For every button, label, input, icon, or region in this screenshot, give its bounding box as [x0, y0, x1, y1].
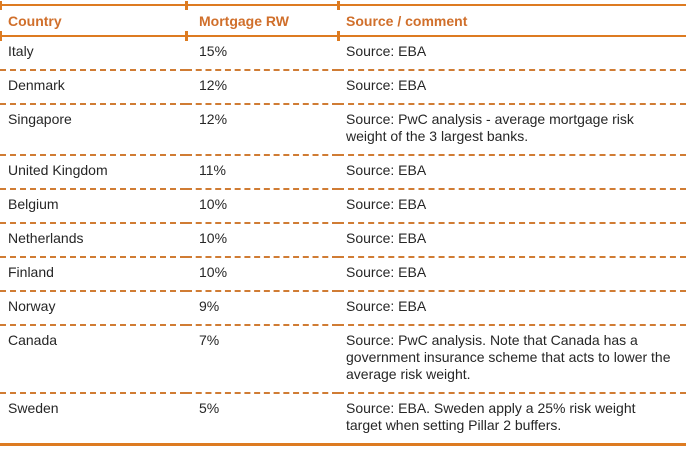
source-cell: Source: EBA — [338, 222, 686, 257]
country-cell: Italy — [8, 43, 34, 59]
mortgage-rw-cell: 15% — [199, 43, 228, 59]
country-cell: Denmark — [0, 69, 186, 104]
source-cell: Source: EBA — [338, 188, 686, 223]
column-boundary-tick — [0, 31, 2, 41]
table-row: Denmark 12% Source: EBA — [0, 69, 686, 104]
mortgage-rw-cell: 5% — [186, 392, 338, 445]
mortgage-rw-cell: 9% — [186, 290, 338, 325]
table-row: Belgium 10% Source: EBA — [0, 188, 686, 223]
column-boundary-tick — [337, 31, 340, 41]
source-cell: Source: PwC analysis. Note that Canada h… — [338, 324, 686, 393]
country-cell: United Kingdom — [0, 154, 186, 189]
table-row: United Kingdom 11% Source: EBA — [0, 154, 686, 189]
mortgage-rw-cell: 11% — [186, 154, 338, 189]
country-cell: Norway — [0, 290, 186, 325]
table-row: Norway 9% Source: EBA — [0, 290, 686, 325]
country-cell: Finland — [0, 256, 186, 291]
source-cell: Source: EBA — [346, 43, 427, 59]
table-row: Canada 7% Source: PwC analysis. Note that … — [0, 324, 686, 393]
column-header-source-comment: Source / comment — [338, 5, 686, 37]
table-row: Netherlands 10% Source: EBA — [0, 222, 686, 257]
header-row: Country Mortgage RW Source / comment — [0, 5, 686, 37]
source-cell: Source: EBA — [338, 290, 686, 325]
mortgage-rw-table: Country Mortgage RW Source / comment Ita… — [0, 4, 686, 446]
mortgage-rw-cell: 12% — [186, 103, 338, 155]
source-cell: Source: PwC analysis - average mortgage … — [338, 103, 686, 155]
column-header-mortgage-rw: Mortgage RW — [186, 5, 338, 37]
column-boundary-tick — [337, 1, 340, 10]
mortgage-rw-cell: 12% — [186, 69, 338, 104]
source-cell: Source: EBA — [338, 69, 686, 104]
table-row: Sweden 5% Source: EBA. Sweden apply a 25% … — [0, 392, 686, 445]
table-header: Country Mortgage RW Source / comment — [0, 5, 686, 37]
country-cell: Canada — [0, 324, 186, 393]
country-cell: Singapore — [0, 103, 186, 155]
column-header-country: Country — [0, 5, 186, 37]
source-cell: Source: EBA — [338, 154, 686, 189]
mortgage-rw-cell: 10% — [186, 188, 338, 223]
country-cell: Sweden — [0, 392, 186, 445]
mortgage-rw-cell: 7% — [186, 324, 338, 393]
source-cell: Source: EBA. Sweden apply a 25% risk wei… — [338, 392, 686, 445]
column-boundary-tick — [185, 1, 188, 10]
country-cell: Belgium — [0, 188, 186, 223]
table-body: Italy 15% Source: EBA Denmark 12% Source: EBA… — [0, 36, 686, 445]
column-boundary-tick — [0, 1, 2, 10]
table-row: Finland 10% Source: EBA — [0, 256, 686, 291]
table-row: Italy 15% Source: EBA — [0, 36, 686, 70]
source-cell: Source: EBA — [338, 256, 686, 291]
column-boundary-tick — [185, 31, 188, 41]
country-cell: Netherlands — [0, 222, 186, 257]
mortgage-rw-cell: 10% — [186, 256, 338, 291]
table-row: Singapore 12% Source: PwC analysis - avera… — [0, 103, 686, 155]
mortgage-rw-cell: 10% — [186, 222, 338, 257]
